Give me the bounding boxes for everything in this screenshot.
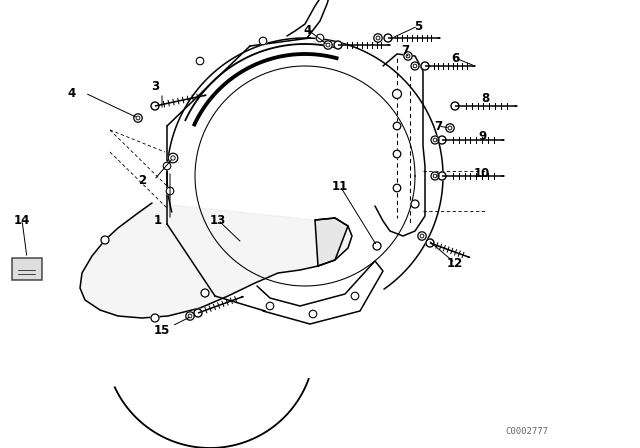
Circle shape xyxy=(134,114,142,122)
Circle shape xyxy=(374,34,382,42)
Circle shape xyxy=(351,292,359,300)
Circle shape xyxy=(309,310,317,318)
Text: 10: 10 xyxy=(474,167,490,180)
Circle shape xyxy=(404,52,412,60)
Circle shape xyxy=(431,136,439,144)
Text: 11: 11 xyxy=(332,180,348,193)
Text: 14: 14 xyxy=(14,214,30,227)
Circle shape xyxy=(163,162,171,170)
Text: 13: 13 xyxy=(210,214,226,227)
Circle shape xyxy=(151,314,159,322)
Text: 9: 9 xyxy=(478,129,486,142)
Polygon shape xyxy=(80,203,352,318)
Circle shape xyxy=(392,90,401,99)
Circle shape xyxy=(151,102,159,110)
Text: 8: 8 xyxy=(481,91,489,104)
Polygon shape xyxy=(315,218,348,266)
Circle shape xyxy=(324,41,332,49)
Circle shape xyxy=(451,102,459,110)
Text: 4: 4 xyxy=(68,86,76,99)
Circle shape xyxy=(266,302,274,310)
Circle shape xyxy=(196,57,204,65)
Circle shape xyxy=(166,187,174,195)
Text: 2: 2 xyxy=(138,173,146,186)
Bar xyxy=(12,258,42,280)
Text: 7: 7 xyxy=(434,120,442,133)
Circle shape xyxy=(393,150,401,158)
Circle shape xyxy=(259,37,267,45)
Circle shape xyxy=(438,172,446,180)
Text: 5: 5 xyxy=(414,20,422,33)
Text: 3: 3 xyxy=(151,79,159,92)
Circle shape xyxy=(373,242,381,250)
Text: 6: 6 xyxy=(451,52,459,65)
Circle shape xyxy=(186,312,194,320)
Circle shape xyxy=(421,62,429,70)
Circle shape xyxy=(438,136,446,144)
Circle shape xyxy=(418,232,426,240)
Circle shape xyxy=(334,41,342,49)
Text: 4: 4 xyxy=(304,23,312,36)
Circle shape xyxy=(168,153,178,163)
Circle shape xyxy=(316,34,324,42)
Circle shape xyxy=(194,309,202,317)
Circle shape xyxy=(426,239,434,247)
Circle shape xyxy=(411,62,419,70)
Circle shape xyxy=(446,124,454,132)
Circle shape xyxy=(101,236,109,244)
Circle shape xyxy=(393,184,401,192)
Circle shape xyxy=(384,34,392,42)
Text: 15: 15 xyxy=(154,323,170,336)
Text: C0002777: C0002777 xyxy=(505,427,548,436)
Circle shape xyxy=(411,200,419,208)
Circle shape xyxy=(431,172,439,180)
Text: 7: 7 xyxy=(401,43,409,56)
Circle shape xyxy=(393,122,401,130)
Text: 1: 1 xyxy=(154,214,162,227)
Text: 12: 12 xyxy=(447,257,463,270)
Circle shape xyxy=(201,289,209,297)
